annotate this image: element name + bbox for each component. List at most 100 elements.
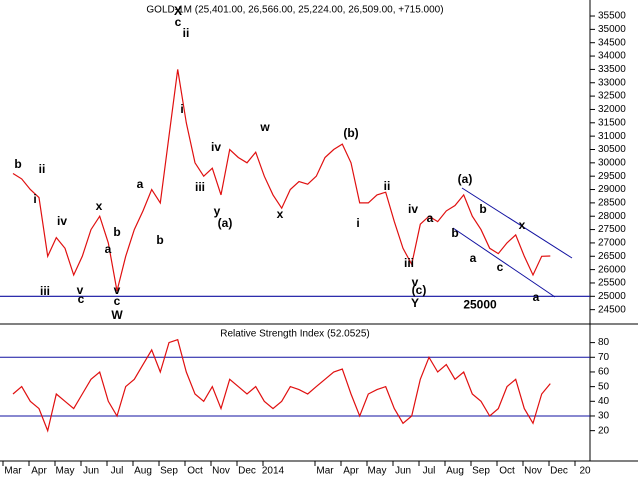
y-tick-label: 27000 — [598, 238, 626, 249]
y-tick-label: 27500 — [598, 224, 626, 235]
x-tick-label: Jun — [83, 466, 99, 477]
wave-label: i — [356, 216, 359, 230]
wave-label: iii — [404, 256, 414, 270]
wave-label: c — [114, 294, 121, 308]
channel-line — [461, 187, 573, 259]
wave-label: (a) — [458, 172, 473, 186]
wave-label: ii — [384, 179, 391, 193]
chart-title: GOLD-1M (25,401.00, 26,566.00, 25,224.00… — [146, 5, 443, 16]
y-tick-label: 32000 — [598, 104, 626, 115]
wave-label: iv — [408, 202, 418, 216]
y-tick-label: 70 — [598, 352, 610, 363]
wave-label: i — [33, 192, 36, 206]
wave-label: (a) — [218, 216, 233, 230]
x-tick-label: Oct — [187, 466, 203, 477]
wave-label: (c) — [412, 283, 427, 297]
x-tick-label: Aug — [446, 466, 464, 477]
level-label: 25000 — [463, 297, 497, 311]
x-tick-label: Dec — [238, 466, 256, 477]
y-tick-label: 35500 — [598, 11, 626, 22]
x-tick-label: Sep — [472, 466, 490, 477]
x-tick-label: Jun — [395, 466, 411, 477]
x-tick-label: Jul — [111, 466, 124, 477]
x-tick-label: Aug — [134, 466, 152, 477]
y-tick-label: 31000 — [598, 131, 626, 142]
y-tick-label: 35000 — [598, 24, 626, 35]
x-tick-label: 20 — [579, 466, 591, 477]
y-tick-label: 30 — [598, 411, 610, 422]
y-tick-label: 34000 — [598, 51, 626, 62]
y-tick-label: 33500 — [598, 64, 626, 75]
wave-label: x — [277, 207, 284, 221]
y-tick-label: 50 — [598, 381, 610, 392]
x-tick-label: Mar — [4, 466, 22, 477]
price-line — [12, 69, 551, 292]
y-tick-label: 20 — [598, 425, 610, 436]
y-tick-label: 29500 — [598, 171, 626, 182]
wave-label: a — [427, 211, 434, 225]
y-tick-label: 24500 — [598, 304, 626, 315]
y-tick-label: 31500 — [598, 117, 626, 128]
y-tick-label: 26500 — [598, 251, 626, 262]
y-tick-label: 30000 — [598, 157, 626, 168]
wave-label: x — [96, 199, 103, 213]
x-tick-label: 2014 — [262, 466, 285, 477]
wave-label: b — [113, 225, 120, 239]
y-tick-label: 26000 — [598, 264, 626, 275]
x-tick-label: Jul — [423, 466, 436, 477]
wave-label: b — [451, 226, 458, 240]
y-tick-label: 32500 — [598, 91, 626, 102]
wave-label: X — [174, 4, 182, 18]
wave-label: iv — [57, 214, 67, 228]
wave-label: (b) — [343, 126, 358, 140]
y-tick-label: 80 — [598, 337, 610, 348]
wave-label: y — [214, 204, 221, 218]
wave-label: ii — [39, 162, 46, 176]
channel-line — [452, 227, 556, 298]
wave-label: v — [77, 283, 84, 297]
wave-label: W — [111, 308, 123, 322]
x-tick-label: Apr — [343, 466, 359, 477]
y-tick-label: 28000 — [598, 211, 626, 222]
wave-label: w — [259, 120, 270, 134]
wave-label: a — [470, 251, 477, 265]
wave-label: Y — [411, 296, 419, 310]
y-tick-label: 30500 — [598, 144, 626, 155]
x-tick-label: Dec — [550, 466, 568, 477]
price-line — [12, 338, 551, 433]
wave-label: b — [14, 157, 21, 171]
x-tick-label: Oct — [499, 466, 515, 477]
rsi-title: Relative Strength Index (52.0525) — [220, 329, 370, 340]
wave-label: c — [78, 292, 85, 306]
wave-label: c — [175, 15, 182, 29]
y-tick-label: 28500 — [598, 198, 626, 209]
wave-label: ii — [183, 26, 190, 40]
wave-label: a — [533, 290, 540, 304]
y-tick-label: 29000 — [598, 184, 626, 195]
y-tick-label: 25500 — [598, 278, 626, 289]
x-tick-label: Apr — [31, 466, 47, 477]
y-tick-label: 40 — [598, 396, 610, 407]
wave-label: iii — [40, 284, 50, 298]
x-tick-label: Nov — [212, 466, 230, 477]
y-tick-label: 60 — [598, 367, 610, 378]
y-tick-label: 33000 — [598, 77, 626, 88]
y-tick-label: 34500 — [598, 37, 626, 48]
wave-label: c — [497, 260, 504, 274]
wave-label: iv — [211, 140, 221, 154]
x-tick-label: Sep — [160, 466, 178, 477]
x-tick-label: Nov — [524, 466, 542, 477]
wave-label: v — [412, 275, 419, 289]
x-tick-label: Mar — [316, 466, 334, 477]
wave-label: a — [137, 177, 144, 191]
wave-label: x — [519, 218, 526, 232]
x-tick-label: May — [368, 466, 387, 477]
y-tick-label: 25000 — [598, 291, 626, 302]
wave-label: iii — [195, 180, 205, 194]
wave-label: i — [180, 102, 183, 116]
wave-label: b — [156, 233, 163, 247]
wave-label: b — [479, 202, 486, 216]
wave-label: a — [105, 242, 112, 256]
